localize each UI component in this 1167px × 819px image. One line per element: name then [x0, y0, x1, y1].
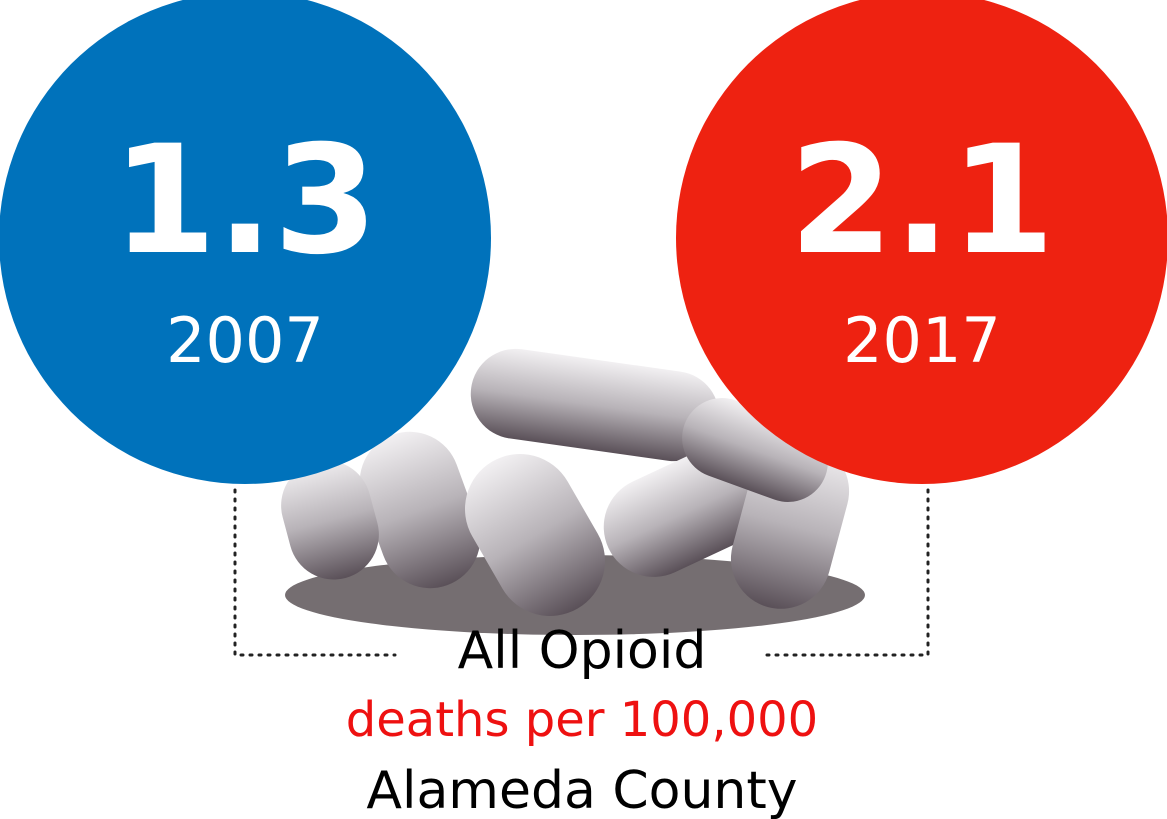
- infographic: 1.3 2007 2.1 2017 All Opioid deaths per …: [0, 0, 1167, 819]
- left-value: 1.3: [112, 114, 378, 288]
- right-value: 2.1: [789, 114, 1055, 288]
- left-year: 2007: [166, 304, 324, 377]
- right-year: 2017: [843, 304, 1001, 377]
- caption-line: All Opioid: [458, 621, 707, 681]
- caption-line: deaths per 100,000: [346, 692, 818, 748]
- caption-line: Alameda County: [366, 761, 797, 819]
